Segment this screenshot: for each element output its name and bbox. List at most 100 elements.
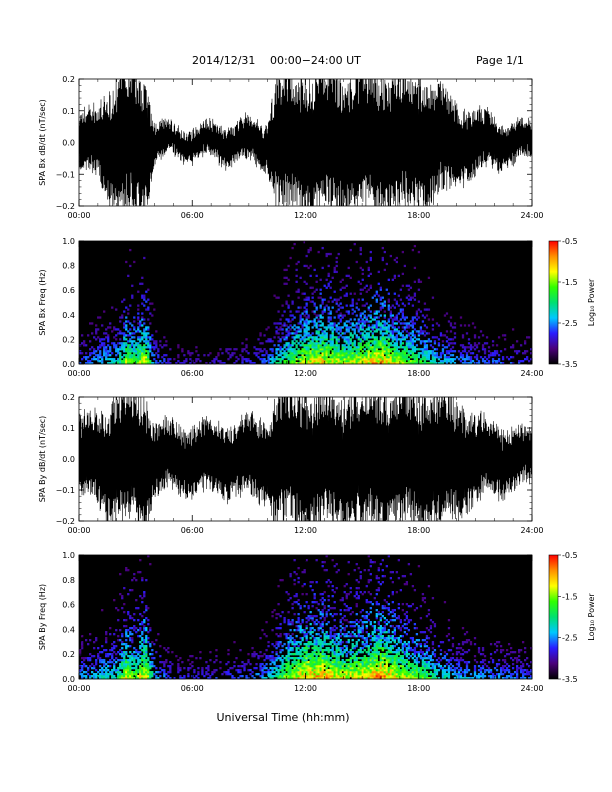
spectrogram-cell [373,316,376,319]
spectrogram-cell [355,613,358,616]
spectrogram-cell [149,360,152,363]
spectrogram-cell [281,673,284,676]
spectrogram-cell [367,288,370,291]
spectrogram-cell [133,348,136,351]
spectrogram-cell [125,350,128,353]
spectrogram-cell [449,348,453,351]
spectrogram-cell [297,619,300,622]
spectrogram-cell [145,350,148,353]
spectrogram-cell [357,649,360,652]
spectrogram-cell [299,316,302,319]
spectrogram-cell [447,358,451,361]
spectrogram-cell [129,362,132,365]
spectrogram-cell [399,288,403,291]
spectrogram-cell [149,336,152,339]
spectrogram-cell [371,647,374,650]
spectrogram-cell [263,358,266,361]
spectrogram-cell [331,340,334,343]
spectrogram-cell [391,352,394,355]
spectrogram-cell [347,348,350,351]
spectrogram-cell [297,288,300,291]
spectrogram-cell [165,362,168,365]
spectrogram-cell [377,328,380,331]
spectrogram-cell [351,342,354,345]
spectrogram-cell [105,641,108,644]
spectrogram-cell [287,623,290,626]
spectrogram-cell [179,677,182,680]
spectrogram-cell [355,619,358,622]
spectrogram-cell [367,350,370,353]
spectrogram-cell [353,328,356,331]
spectrogram-cell [357,358,360,361]
spectrogram-cell [419,330,423,333]
spectrogram-cell [125,669,128,672]
x-axis-label: Universal Time (hh:mm) [217,711,350,724]
spectrogram-cell [347,356,350,359]
spectrogram-cell [365,673,368,676]
spectrogram-cell [311,292,314,295]
spectrogram-cell [123,348,126,351]
spectrogram-cell [299,328,302,331]
spectrogram-cell [431,324,435,327]
spectrogram-cell [275,617,278,620]
spectrogram-cell [325,342,328,345]
spectrogram-cell [135,675,138,678]
spectrogram-cell [301,356,304,359]
spectrogram-cell [125,635,128,638]
spectrogram-cell [369,316,372,319]
spectrogram-cell [309,286,312,289]
spectrogram-cell [353,653,356,656]
spectrogram-cell [327,354,330,357]
spectrogram-cell [143,671,146,674]
spectrogram-cell [289,328,292,331]
spectrogram-cell [313,342,316,345]
spectrogram-cell [347,635,350,638]
y-tick-label: −0.1 [56,170,75,179]
spectrogram-cell [85,362,88,365]
spectrogram-cell [127,635,130,638]
spectrogram-cell [229,356,232,359]
spectrogram-cell [89,657,92,660]
spectrogram-cell [311,667,314,670]
spectrogram-cell [313,312,316,315]
spectrogram-cell [313,356,316,359]
spectrogram-cell [295,653,298,656]
spectrogram-cell [141,663,144,666]
spectrogram-cell [449,316,453,319]
spectrogram-cell [377,589,380,592]
spectrogram-cell [261,669,264,672]
spectrogram-cell [427,352,431,355]
spectrogram-cell [133,346,136,349]
spectrogram-cell [423,340,427,343]
spectrogram-cell [149,362,152,365]
panel-3: 0.20.10.0−0.1−0.200:00 06:00 12:00 18:00 24:… [38,393,544,535]
spectrogram-cell [265,671,268,674]
spectrogram-cell [317,637,320,640]
spectrogram-cell [291,661,294,664]
spectrogram-cell [377,653,380,656]
spectrogram-cell [497,358,501,361]
spectrogram-cell [403,354,407,357]
spectrogram-cell [363,669,366,672]
spectrogram-cell [133,647,136,650]
spectrogram-cell [313,597,316,600]
spectrogram-cell [279,677,282,680]
spectrogram-cell [349,346,352,349]
spectrogram-cell [381,334,384,337]
spectrogram-cell [355,326,358,329]
spectrogram-cell [209,659,212,662]
spectrogram-cell [345,653,348,656]
spectrogram-cell [127,320,130,323]
spectrogram-cell [297,669,300,672]
spectrogram-cell [381,326,384,329]
spectrogram-cell [147,665,150,668]
spectrogram-cell [327,621,330,624]
spectrogram-cell [213,669,216,672]
spectrogram-cell [339,328,342,331]
spectrogram-cell [371,340,374,343]
spectrogram-cell [233,661,236,664]
spectrogram-cell [345,358,348,361]
spectrogram-cell [329,286,332,289]
spectrogram-cell [383,356,386,359]
spectrogram-cell [231,667,234,670]
